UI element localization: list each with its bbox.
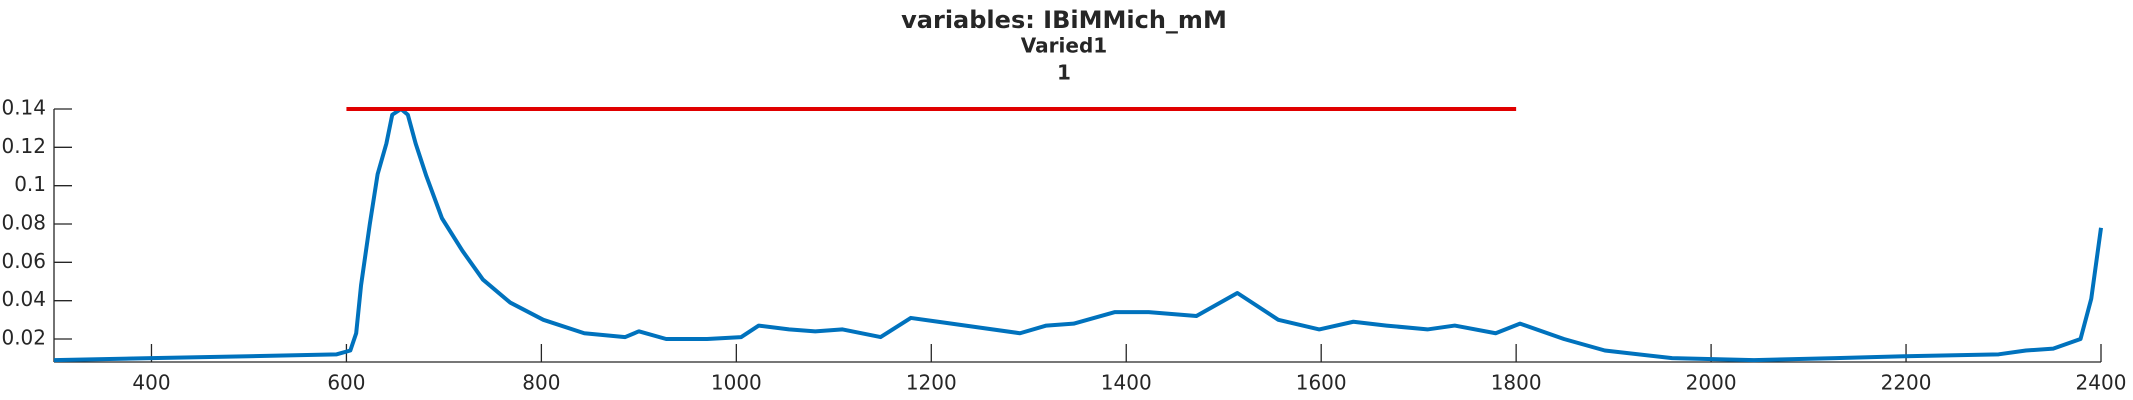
x-tick-label: 2400 <box>2076 371 2127 395</box>
data-line <box>53 107 2103 363</box>
x-tick-label: 2200 <box>1881 371 1932 395</box>
chart-title: variables: IBiMMich_mM <box>901 6 1227 34</box>
y-tick-label: 0.12 <box>1 134 46 158</box>
x-tick-label: 400 <box>132 371 170 395</box>
x-tick-label: 1800 <box>1491 371 1542 395</box>
x-tick-label: 2000 <box>1686 371 1737 395</box>
y-tick-label: 0.04 <box>1 287 46 311</box>
x-tick-label: 1200 <box>906 371 957 395</box>
y-tick-label: 0.08 <box>1 211 46 235</box>
x-tick-label: 600 <box>327 371 365 395</box>
x-tick-label: 1000 <box>711 371 762 395</box>
y-tick-label: 0.1 <box>14 172 46 196</box>
chart-subtitle: Varied1 <box>1021 34 1107 58</box>
y-tick-label: 0.14 <box>1 96 46 120</box>
y-tick-label: 0.02 <box>1 326 46 350</box>
x-tick-label: 800 <box>522 371 560 395</box>
chart-subtitle: 1 <box>1057 61 1071 85</box>
x-tick-label: 1400 <box>1101 371 1152 395</box>
x-tick-label: 1600 <box>1296 371 1347 395</box>
y-tick-label: 0.06 <box>1 249 46 273</box>
